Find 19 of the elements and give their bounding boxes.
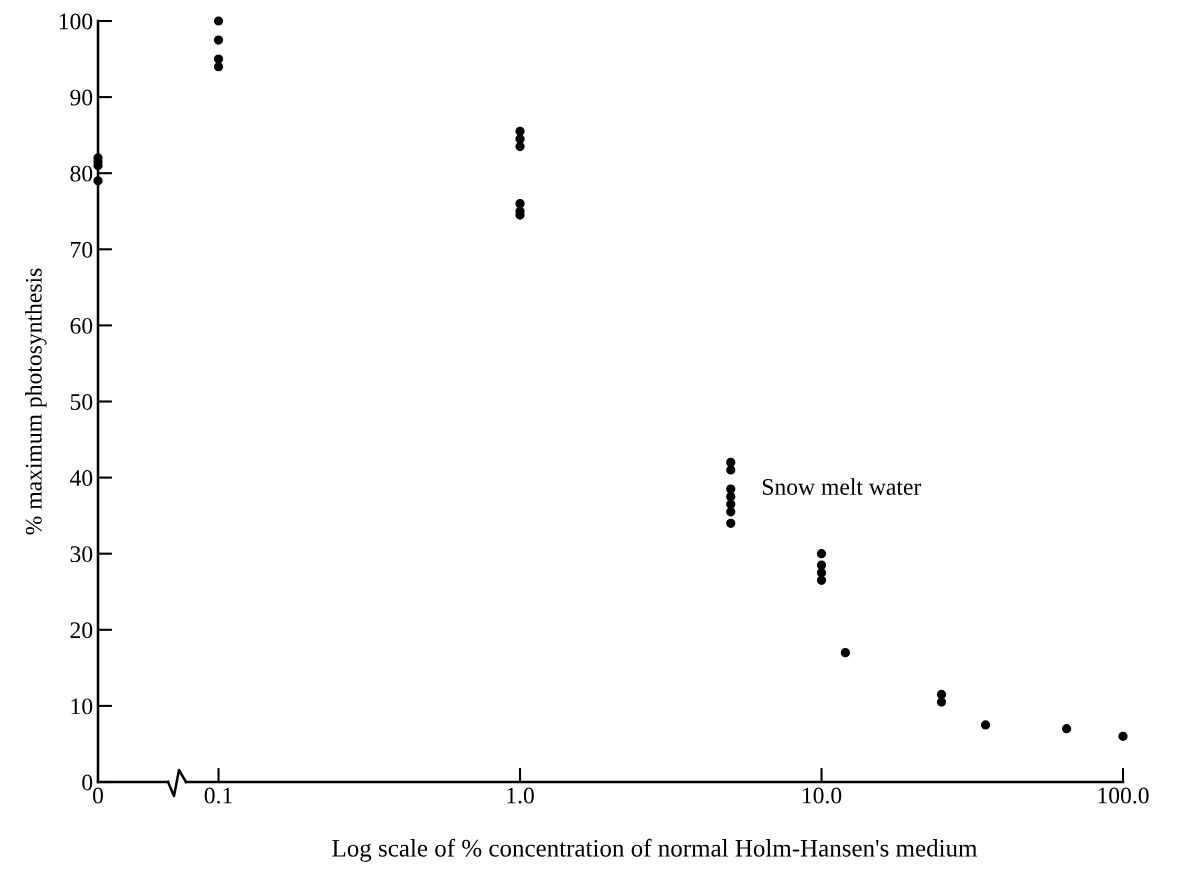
x-axis-title: Log scale of % concentration of normal Holm-Hansen's medium [332, 838, 978, 862]
y-tick-label: 70 [71, 241, 93, 258]
y-tick-label: 0 [82, 774, 93, 791]
y-axis-title: % maximum photosynthesis [25, 268, 47, 535]
y-tick-label: 60 [70, 317, 93, 334]
y-tick-label: 30 [70, 546, 93, 563]
x-tick-label: 100.0 [1098, 787, 1149, 804]
y-tick-label: 100 [59, 13, 93, 30]
y-tick-label: 10 [71, 698, 93, 715]
y-tick-label: 40 [69, 470, 93, 487]
x-tick-label: 1.0 [507, 787, 534, 804]
x-tick-label: 10.0 [802, 787, 842, 804]
y-tick-label: 20 [70, 622, 93, 639]
point [93, 176, 103, 186]
y-tick-label: 50 [70, 393, 93, 410]
annotation: Snow melt water [762, 478, 922, 495]
y-tick-label: 80 [70, 165, 93, 182]
x-tick-label: 0.1 [204, 787, 232, 804]
y-tick-label: 90 [70, 89, 93, 106]
